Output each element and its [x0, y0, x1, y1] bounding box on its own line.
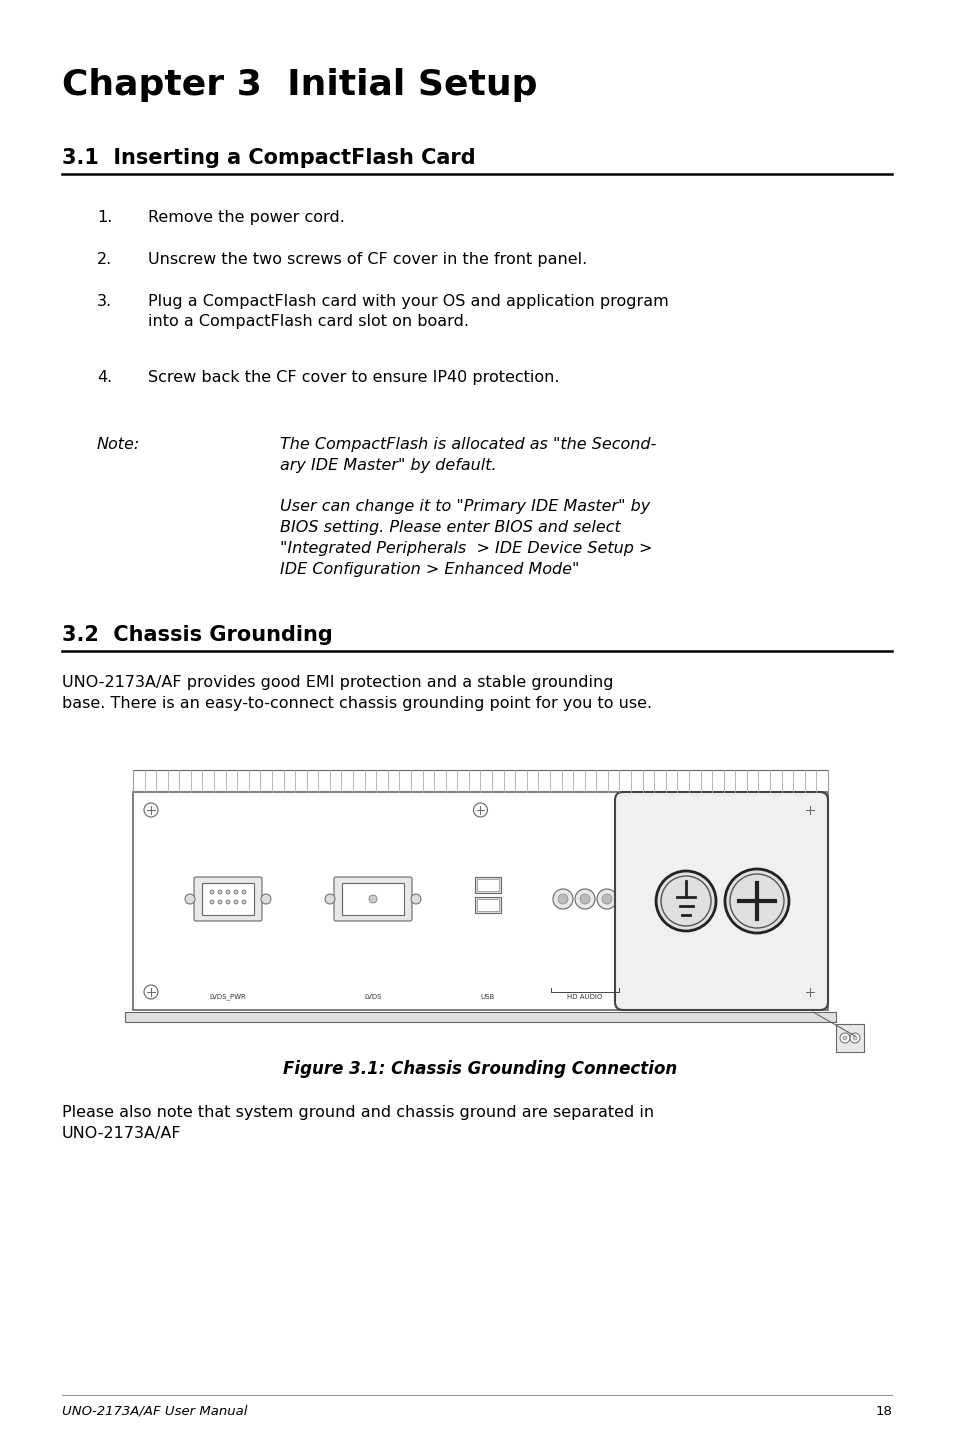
Text: Note:: Note: — [97, 438, 140, 452]
Text: LVDS: LVDS — [364, 994, 381, 1000]
Circle shape — [840, 1032, 849, 1042]
Text: Remove the power cord.: Remove the power cord. — [148, 210, 345, 225]
Bar — [125, 1012, 835, 1022]
Circle shape — [226, 889, 230, 894]
Bar — [475, 877, 500, 892]
Circle shape — [852, 1035, 856, 1040]
Text: HD AUDIO: HD AUDIO — [567, 994, 602, 1000]
Text: 3.1  Inserting a CompactFlash Card: 3.1 Inserting a CompactFlash Card — [62, 147, 476, 167]
Text: USB: USB — [480, 994, 495, 1000]
FancyBboxPatch shape — [615, 792, 827, 1010]
FancyBboxPatch shape — [193, 877, 262, 921]
Circle shape — [473, 804, 487, 817]
Circle shape — [210, 899, 213, 904]
Text: Plug a CompactFlash card with your OS and application program
into a CompactFlas: Plug a CompactFlash card with your OS an… — [148, 295, 668, 329]
Text: 3.: 3. — [97, 295, 112, 309]
Circle shape — [558, 894, 567, 904]
Text: 1.: 1. — [97, 210, 112, 225]
Bar — [476, 879, 498, 891]
Text: Figure 3.1: Chassis Grounding Connection: Figure 3.1: Chassis Grounding Connection — [283, 1060, 677, 1078]
Circle shape — [233, 889, 237, 894]
Text: UNO-2173A/AF User Manual: UNO-2173A/AF User Manual — [62, 1406, 247, 1419]
Circle shape — [802, 985, 816, 1000]
Bar — [132, 792, 827, 1010]
Circle shape — [144, 804, 158, 817]
Circle shape — [656, 871, 716, 931]
Text: 4.: 4. — [97, 370, 112, 385]
Circle shape — [802, 804, 816, 817]
Circle shape — [210, 889, 213, 894]
Circle shape — [601, 894, 612, 904]
Bar — [202, 882, 253, 915]
Circle shape — [325, 894, 335, 904]
Circle shape — [261, 894, 271, 904]
Circle shape — [242, 889, 246, 894]
Circle shape — [233, 899, 237, 904]
Text: Chapter 3  Initial Setup: Chapter 3 Initial Setup — [62, 69, 537, 102]
Bar — [476, 899, 498, 911]
Circle shape — [218, 889, 222, 894]
FancyBboxPatch shape — [334, 877, 412, 921]
Circle shape — [226, 899, 230, 904]
Circle shape — [242, 899, 246, 904]
Circle shape — [411, 894, 420, 904]
Circle shape — [185, 894, 194, 904]
Circle shape — [849, 1032, 859, 1042]
Circle shape — [575, 889, 595, 909]
Text: LVDS_PWR: LVDS_PWR — [210, 994, 246, 1000]
Circle shape — [553, 889, 573, 909]
Circle shape — [144, 985, 158, 1000]
Text: UNO-2173A/AF provides good EMI protection and a stable grounding
base. There is : UNO-2173A/AF provides good EMI protectio… — [62, 675, 652, 711]
Bar — [475, 897, 500, 912]
Circle shape — [597, 889, 617, 909]
Bar — [132, 769, 827, 792]
Text: 18: 18 — [874, 1406, 891, 1419]
Circle shape — [724, 869, 788, 932]
Circle shape — [218, 899, 222, 904]
Circle shape — [369, 895, 376, 902]
Bar — [341, 882, 403, 915]
Text: The CompactFlash is allocated as "the Second-
ary IDE Master" by default.: The CompactFlash is allocated as "the Se… — [280, 438, 656, 473]
Text: Screw back the CF cover to ensure IP40 protection.: Screw back the CF cover to ensure IP40 p… — [148, 370, 558, 385]
Text: User can change it to "Primary IDE Master" by
BIOS setting. Please enter BIOS an: User can change it to "Primary IDE Maste… — [280, 499, 652, 576]
Circle shape — [842, 1035, 846, 1040]
Bar — [835, 1024, 863, 1052]
Text: 3.2  Chassis Grounding: 3.2 Chassis Grounding — [62, 625, 333, 645]
Text: Unscrew the two screws of CF cover in the front panel.: Unscrew the two screws of CF cover in th… — [148, 252, 587, 267]
Text: 2.: 2. — [97, 252, 112, 267]
Text: Please also note that system ground and chassis ground are separated in
UNO-2173: Please also note that system ground and … — [62, 1105, 654, 1141]
Circle shape — [579, 894, 589, 904]
